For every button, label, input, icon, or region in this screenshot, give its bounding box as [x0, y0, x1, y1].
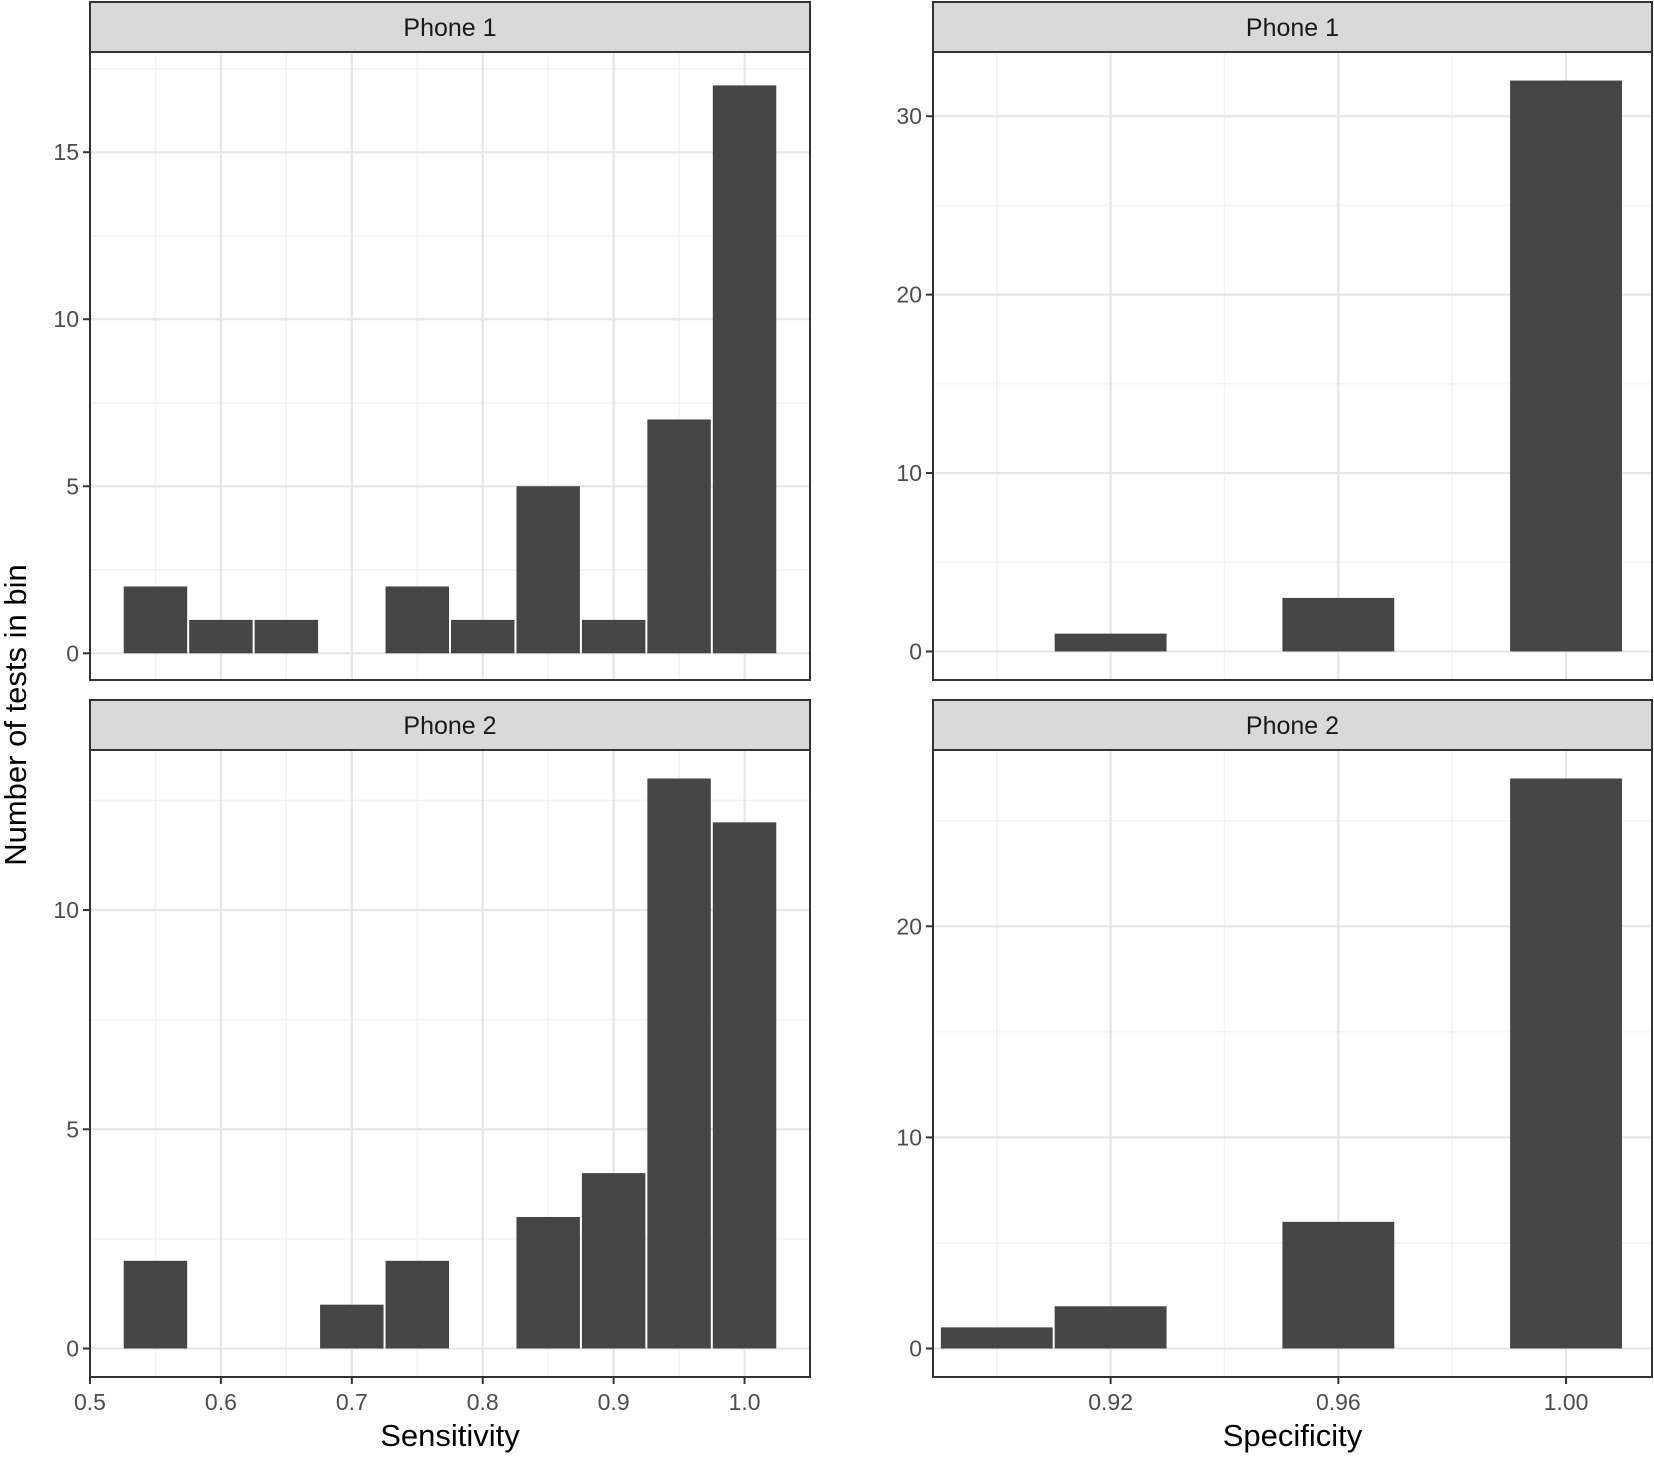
panel-sens-phone1: Phone 1 0 5 10 15 — [53, 1, 811, 681]
histogram-bar — [1054, 633, 1167, 652]
x-tick-label: 0.6 — [205, 1389, 237, 1415]
y-tick-label: 10 — [53, 306, 79, 332]
panel-spec-phone2: Phone 2 0 10 20 0.92 0.96 1.00 Specificity — [896, 699, 1653, 1453]
x-axis-title: Sensitivity — [380, 1418, 520, 1453]
panel-sens-phone2: Phone 2 0 5 10 0.5 0.6 0.7 0.8 0.9 1.0 Sensitivity — [53, 699, 811, 1453]
x-tick-label: 0.7 — [336, 1389, 368, 1415]
x-tick-label: 0.8 — [467, 1389, 499, 1415]
histogram-bar — [712, 822, 777, 1349]
x-tick-label: 1.0 — [729, 1389, 761, 1415]
y-tick-label: 0 — [909, 638, 922, 664]
histogram-bar — [1282, 1221, 1395, 1349]
facet-strip — [932, 699, 1653, 751]
histogram-bar — [189, 619, 253, 654]
histogram-bar — [1282, 597, 1395, 652]
panel-spec-phone1: Phone 1 0 10 20 30 — [896, 1, 1653, 681]
y-tick-label: 10 — [896, 1124, 922, 1150]
y-tick-label: 20 — [896, 913, 922, 939]
y-tick-label: 10 — [53, 897, 79, 923]
histogram-bar — [647, 419, 711, 654]
x-tick-label: 0.9 — [598, 1389, 630, 1415]
facet-strip-label: Phone 2 — [1246, 712, 1339, 740]
y-axis-title: Number of tests in bin — [0, 564, 33, 866]
histogram-bar — [451, 619, 515, 654]
histogram-bar — [581, 1173, 646, 1349]
x-tick-label: 0.92 — [1088, 1389, 1133, 1415]
histogram-bar — [940, 1327, 1053, 1349]
facet-strip-label: Phone 1 — [403, 14, 496, 42]
x-axis-title: Specificity — [1223, 1418, 1363, 1453]
histogram-bar — [647, 778, 711, 1349]
x-tick-label: 0.5 — [74, 1389, 106, 1415]
facet-strip-label: Phone 1 — [1246, 14, 1339, 42]
histogram-bar — [123, 586, 188, 654]
histogram-bar — [581, 619, 646, 654]
facet-strip — [89, 1, 811, 53]
y-tick-label: 0 — [66, 640, 79, 666]
histogram-bar — [516, 1216, 580, 1349]
histogram-bar — [712, 85, 777, 654]
y-tick-label: 5 — [66, 473, 79, 499]
facet-strip — [89, 699, 811, 751]
y-tick-label: 0 — [909, 1336, 922, 1362]
histogram-bar — [385, 1260, 449, 1349]
y-tick-label: 15 — [53, 139, 79, 165]
facet-strip-label: Phone 2 — [403, 712, 496, 740]
y-tick-label: 5 — [66, 1116, 79, 1142]
histogram-bar — [1510, 778, 1622, 1349]
x-tick-label: 0.96 — [1316, 1389, 1361, 1415]
x-tick-label: 1.00 — [1544, 1389, 1589, 1415]
y-tick-label: 0 — [66, 1336, 79, 1362]
histogram-bar — [254, 619, 319, 654]
histogram-bar — [320, 1304, 384, 1349]
histogram-bar — [1510, 80, 1622, 652]
panels-layer: Phone 1 0 5 10 15 Phone 1 0 10 20 30 Phone 2 0 5 10 0.… — [53, 1, 1653, 1453]
histogram-bar — [385, 586, 449, 654]
facet-strip — [932, 1, 1653, 53]
y-tick-label: 20 — [896, 282, 922, 308]
histogram-bar — [1054, 1306, 1167, 1349]
histogram-bar — [123, 1260, 188, 1349]
y-tick-label: 30 — [896, 103, 922, 129]
y-tick-label: 10 — [896, 460, 922, 486]
histogram-bar — [516, 486, 580, 654]
